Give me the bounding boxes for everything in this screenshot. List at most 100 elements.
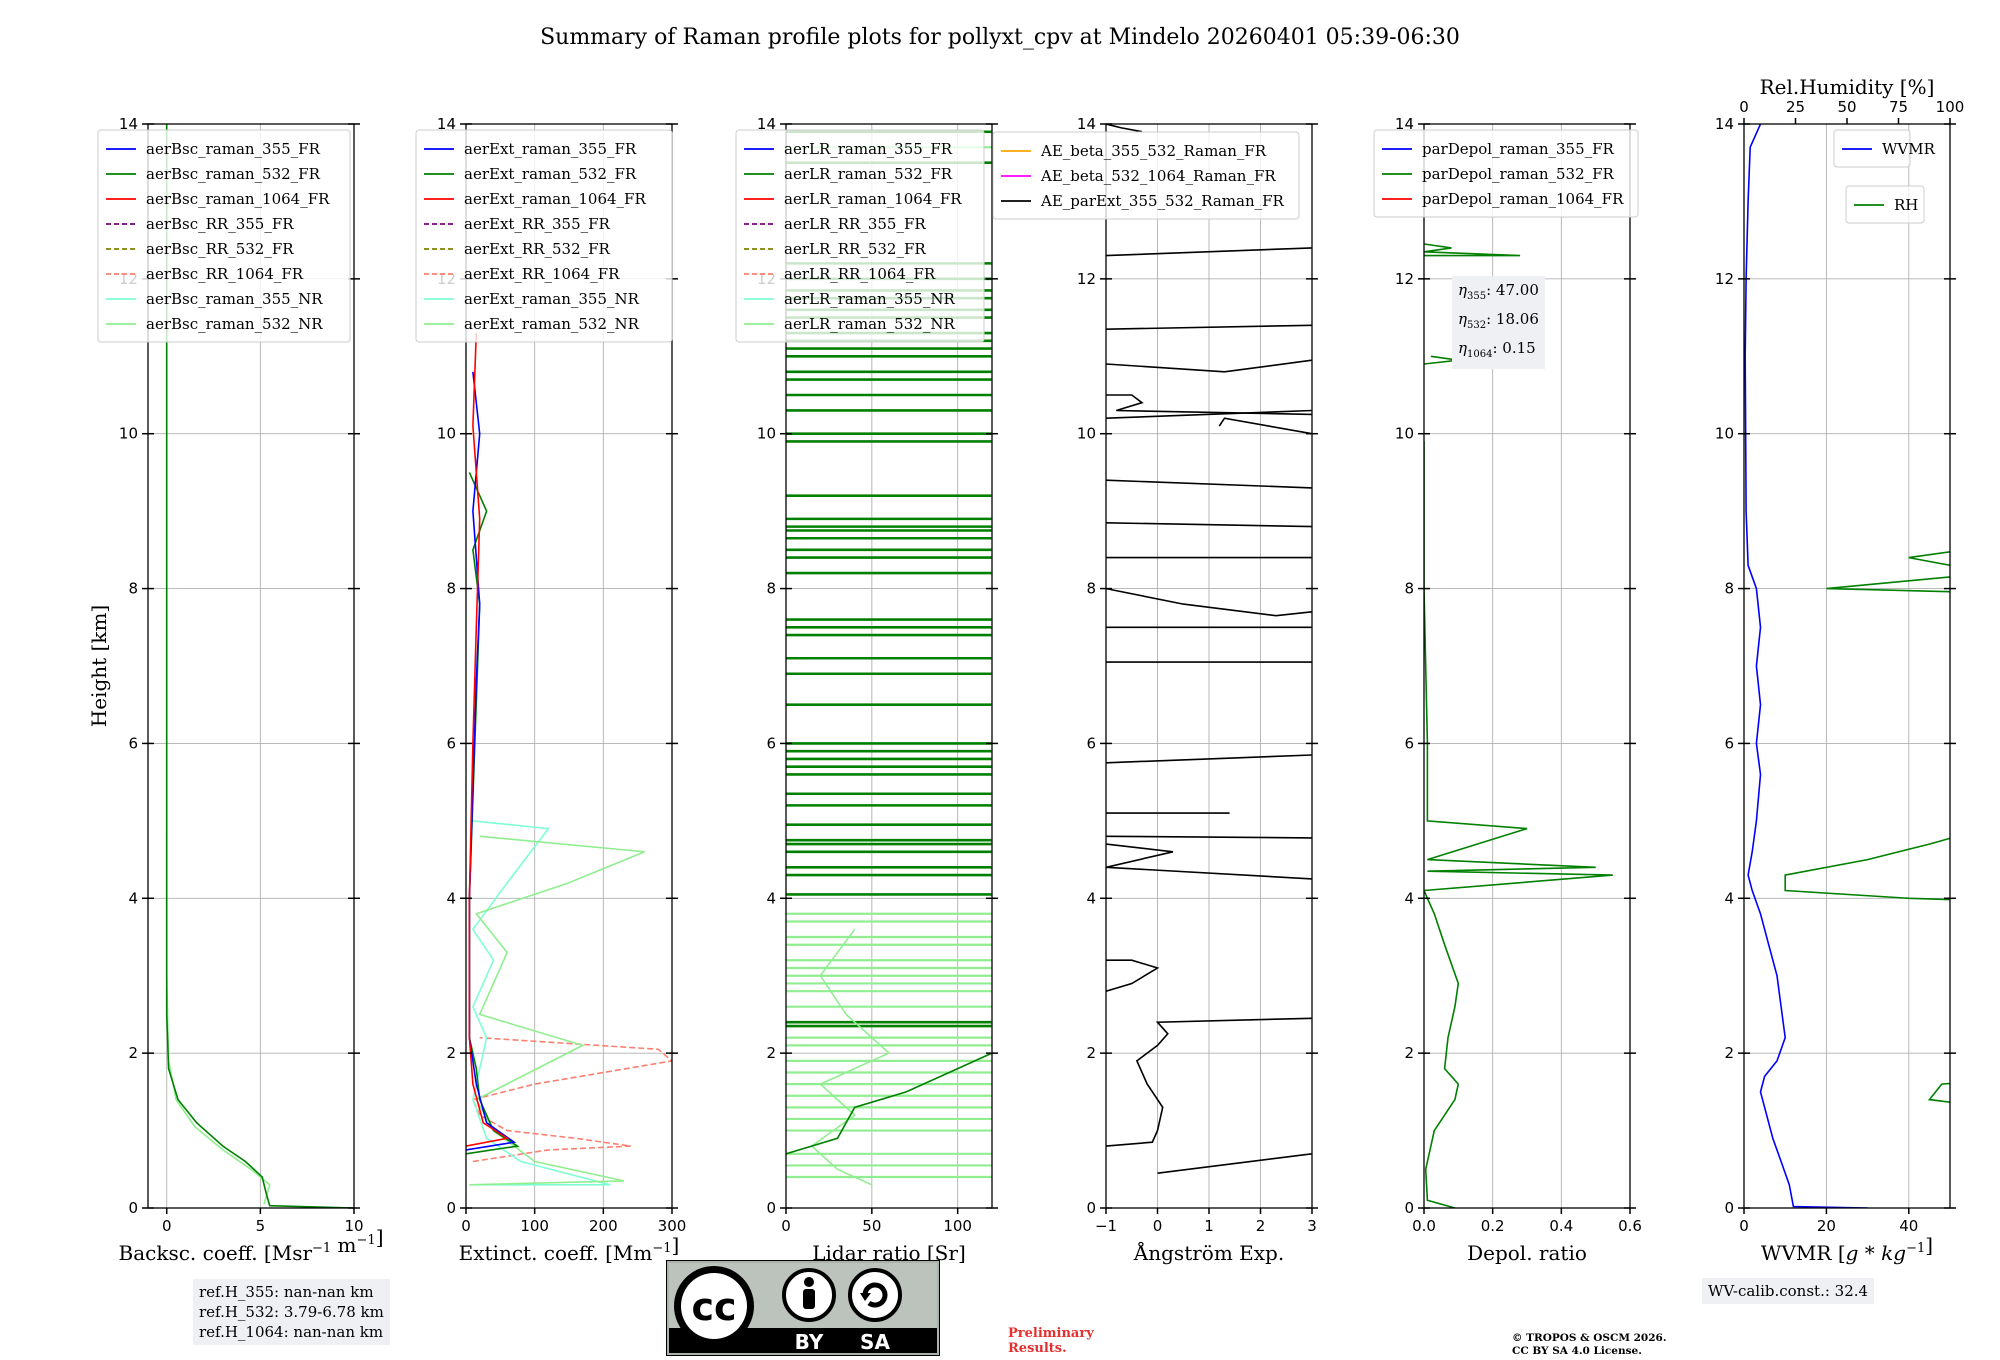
x-axis-label-part: Extinct. coeff. [Mm [459, 1241, 653, 1265]
x-axis-label-part: WVMR [ [1761, 1241, 1846, 1265]
x-tick-label: 0.4 [1549, 1217, 1573, 1235]
plot-area [1744, 124, 1950, 1208]
y-tick-label: 6 [1404, 734, 1414, 752]
top-x-tick-label: 25 [1786, 98, 1805, 116]
x-axis-label-part: −1 [652, 1241, 671, 1256]
series-AE_parExt_355_532_Raman_FR_e [1106, 835, 1312, 839]
y-tick-label: 10 [1395, 425, 1414, 443]
cc-circle-inner [681, 1273, 747, 1339]
x-tick-label: 0.6 [1618, 1217, 1642, 1235]
x-tick-label: 0.2 [1481, 1217, 1505, 1235]
eta-1064-text: η1064: 0.15 [1458, 339, 1536, 360]
y-tick-label: 12 [1077, 270, 1096, 288]
y-tick-label: 4 [1404, 889, 1414, 907]
y-tick-label: 2 [446, 1044, 456, 1062]
legend-rh-label: RH [1894, 196, 1918, 214]
series-aerLR_raman_532_FR [786, 1052, 992, 1155]
legend-ext-label: aerExt_RR_532_FR [464, 240, 611, 258]
y-tick-label: 8 [766, 580, 776, 598]
panel-lr: 02468101214050100Lidar ratio [Sr]aerLR_r… [735, 115, 998, 1265]
series-WVMR [1744, 124, 1868, 1208]
x-tick-label: 100 [943, 1217, 972, 1235]
x-tick-label: 0 [781, 1217, 791, 1235]
x-axis-label-part: g * kg [1846, 1241, 1906, 1265]
panel-depol: 0 2 4 6 8 10 12 14 0.0 0.2 0.4 0.6 Depol. ratio parDe… [1373, 115, 1642, 1265]
series-aerExt_raman_1064_FR [466, 333, 510, 1147]
y-tick-label: 10 [1715, 425, 1734, 443]
y-tick-label: 2 [766, 1044, 776, 1062]
cc-logo-text: cc [691, 1285, 736, 1329]
legend-ae-label: AE_beta_532_1064_Raman_FR [1040, 167, 1276, 185]
x-axis-label-part: −1 [1906, 1241, 1925, 1256]
x-tick-label: 0 [1739, 1217, 1749, 1235]
series-aerExt_raman_532_NR [469, 835, 645, 1186]
top-x-tick-label: 0 [1739, 98, 1749, 116]
x-axis-label: Extinct. coeff. [Mm−1] [459, 1233, 680, 1265]
x-axis-label: Depol. ratio [1467, 1241, 1587, 1265]
legend-lr-label: aerLR_raman_355_FR [784, 140, 953, 158]
axes-frame [785, 123, 993, 1209]
y-tick-label: 8 [1404, 580, 1414, 598]
x-tick-label: 40 [1899, 1217, 1918, 1235]
axes-frame [1743, 123, 1951, 1209]
by-person-body-icon [803, 1289, 815, 1309]
x-axis-label-part: ] [376, 1225, 384, 1249]
refH-1064-text: ref.H_1064: nan-nan km [199, 1323, 384, 1341]
series-AE_parExt_355_532_Raman_FR_o [1106, 394, 1312, 416]
y-tick-label: 10 [437, 425, 456, 443]
x-axis-label-part: ] [672, 1233, 680, 1257]
legend-depol-label: parDepol_raman_355_FR [1422, 140, 1615, 158]
y-tick-label: 14 [119, 115, 138, 133]
x-axis-label-part: −1 [357, 1233, 376, 1248]
series-RH [1784, 550, 1950, 1103]
copyright-line-1: © TROPOS & OSCM 2026. [1512, 1332, 1667, 1344]
series-AE_parExt_355_532_Raman_FR_q [1106, 359, 1312, 373]
legend-lr-label: aerLR_raman_355_NR [784, 290, 955, 308]
legend-bsc-box [97, 129, 351, 343]
y-axis-label: Height [km] [87, 605, 111, 727]
sa-arrowhead-icon [860, 1293, 871, 1301]
copyright-line-2: CC BY SA 4.0 License. [1512, 1345, 1642, 1357]
wv-calib-box: WV-calib.const.: 32.4 [1702, 1278, 1875, 1304]
axes-frame [1423, 123, 1631, 1209]
refH-532-text: ref.H_532: 3.79-6.78 km [199, 1303, 384, 1321]
legend-bsc-label: aerBsc_raman_1064_FR [146, 190, 330, 208]
y-tick-label: 2 [1086, 1044, 1096, 1062]
x-axis-label-part: ] [1925, 1233, 1933, 1257]
legend-ae-label: AE_parExt_355_532_Raman_FR [1040, 192, 1285, 210]
cc-by-sa-badge: cc BY SA [666, 1260, 940, 1356]
y-tick-label: 14 [437, 115, 456, 133]
plot-area [1106, 124, 1312, 1174]
legend-bsc-label: aerBsc_raman_355_FR [146, 140, 321, 158]
by-label: BY [795, 1330, 824, 1354]
legend-ext-label: aerExt_raman_1064_FR [464, 190, 646, 208]
legend-rh-box [1845, 185, 1925, 224]
y-tick-label: 2 [1724, 1044, 1734, 1062]
x-axis-label: Ångström Exp. [1133, 1240, 1284, 1265]
y-tick-label: 6 [128, 734, 138, 752]
y-tick-label: 14 [757, 115, 776, 133]
legend-bsc-label: aerBsc_RR_1064_FR [146, 265, 304, 283]
y-tick-label: 0 [1086, 1199, 1096, 1217]
series-AE_parExt_355_532_Raman_FR [1157, 1153, 1312, 1174]
x-tick-label: −1 [1095, 1217, 1117, 1235]
y-tick-label: 8 [128, 580, 138, 598]
legend-ae-label: AE_beta_355_532_Raman_FR [1040, 142, 1267, 160]
preliminary-note: Preliminary Results. [1008, 1326, 1094, 1356]
x-axis-label-part: Depol. ratio [1467, 1241, 1587, 1265]
y-tick-label: 2 [128, 1044, 138, 1062]
x-axis-label: Backsc. coeff. [Msr−1 m−1] [119, 1225, 384, 1265]
series-parDepol_raman_532_FR [1424, 441, 1613, 1208]
x-axis-label-part: −1 [312, 1241, 331, 1256]
plot-area [1424, 243, 1613, 1208]
legend-lr-label: aerLR_raman_1064_FR [784, 190, 962, 208]
top-x-tick-label: 100 [1936, 98, 1965, 116]
x-axis-label-part: Ångström Exp. [1133, 1240, 1284, 1265]
y-tick-label: 10 [119, 425, 138, 443]
chart-title: Summary of Raman profile plots for polly… [540, 25, 1460, 50]
x-tick-label: 50 [862, 1217, 881, 1235]
legend-ext-box [415, 129, 673, 343]
x-axis-label-part: Backsc. coeff. [Msr [119, 1241, 313, 1265]
legend-ext-label: aerExt_raman_355_NR [464, 290, 640, 308]
